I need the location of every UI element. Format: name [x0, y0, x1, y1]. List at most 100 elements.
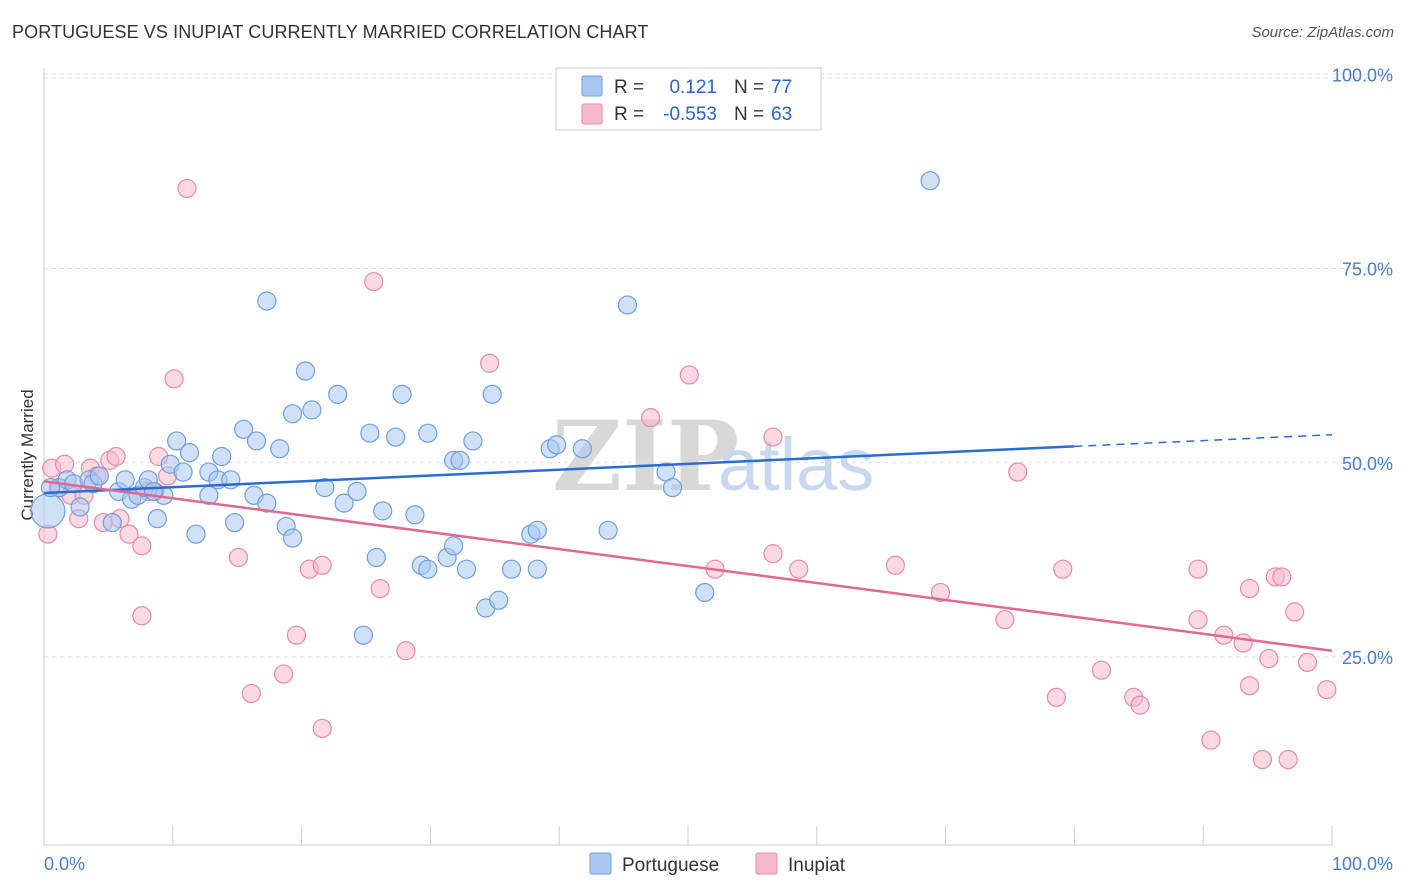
chart-title: PORTUGUESE VS INUPIAT CURRENTLY MARRIED …: [12, 22, 649, 42]
inupiat-point: [286, 625, 307, 645]
inupiat-point: [930, 582, 951, 603]
portuguese-point: [418, 423, 438, 443]
inupiat-point: [1285, 602, 1305, 622]
portuguese-point: [405, 505, 425, 525]
inupiat-point: [1091, 660, 1112, 680]
inupiat-point: [132, 606, 152, 626]
portuguese-point: [257, 291, 277, 311]
portuguese-point: [225, 512, 245, 533]
inupiat-point: [106, 446, 126, 467]
inupiat-point: [1053, 559, 1073, 579]
portuguese-point: [443, 536, 464, 556]
inupiat-point: [641, 408, 661, 428]
portuguese-point: [463, 431, 483, 451]
portuguese-point: [315, 477, 335, 498]
inupiat-point: [1239, 578, 1260, 599]
portuguese-point: [334, 493, 354, 513]
bottom-legend-inupiat: Inupiat: [788, 855, 846, 876]
portuguese-point: [347, 481, 367, 502]
inupiat-point: [177, 178, 197, 199]
inupiat-point: [132, 536, 152, 556]
bottom-legend-inupiat-swatch: [755, 852, 778, 875]
y-tick-label: 25.0%: [1342, 648, 1393, 668]
y-tick-labels: 25.0% 50.0% 75.0% 100.0%: [1332, 65, 1393, 668]
portuguese-point: [186, 524, 206, 544]
portuguese-point: [179, 443, 200, 463]
portuguese-point: [501, 559, 522, 579]
inupiat-point: [312, 555, 332, 575]
portuguese-point: [212, 446, 232, 467]
portuguese-point: [392, 384, 412, 404]
inupiat-point: [1188, 610, 1208, 630]
inupiat-point: [763, 427, 783, 447]
x-tick-label-min: 0.0%: [44, 854, 85, 874]
portuguese-point: [617, 295, 638, 315]
inupiat-point: [1272, 567, 1292, 587]
portuguese-point: [366, 547, 386, 568]
inupiat-point: [370, 578, 390, 599]
portuguese-point: [167, 431, 187, 451]
portuguese-point: [102, 512, 122, 533]
y-tick-label: 100.0%: [1332, 65, 1393, 85]
x-ticks: [43, 826, 1333, 845]
inupiat-point: [1259, 648, 1279, 669]
portuguese-point: [328, 384, 348, 404]
inupiat-point: [273, 664, 294, 684]
portuguese-point: [527, 520, 547, 540]
inupiat-point: [1297, 652, 1318, 673]
portuguese-point: [30, 493, 66, 529]
portuguese-point: [450, 450, 470, 470]
y-axis-title: Currently Married: [18, 389, 37, 520]
x-tick-label-max: 100.0%: [1332, 854, 1393, 874]
inupiat-point: [1008, 462, 1028, 482]
inupiat-point: [1233, 633, 1253, 653]
portuguese-point: [527, 559, 547, 579]
inupiat-point: [1201, 730, 1221, 750]
portuguese-point: [221, 470, 241, 490]
portuguese-point: [147, 509, 167, 529]
y-tick-label: 75.0%: [1342, 260, 1393, 280]
portuguese-point: [598, 520, 618, 540]
inupiat-point: [1278, 749, 1298, 770]
portuguese-point: [662, 477, 683, 498]
inupiat-point: [1046, 687, 1066, 707]
portuguese-point: [547, 435, 567, 455]
portuguese-point: [282, 404, 303, 424]
inupiat-point: [1239, 676, 1260, 696]
inupiat-point: [1252, 749, 1273, 770]
portuguese-point: [257, 493, 277, 513]
portuguese-point: [302, 400, 322, 420]
legend-r-value-portuguese: 0.121: [669, 77, 717, 98]
inupiat-point: [396, 641, 416, 661]
inupiat-point: [241, 683, 261, 704]
inupiat-point: [164, 369, 184, 389]
inupiat-point: [1130, 695, 1150, 715]
portuguese-point: [373, 501, 393, 521]
portuguese-point: [489, 590, 509, 610]
bottom-legend-portuguese: Portuguese: [622, 855, 719, 876]
legend-n-value-portuguese: 77: [771, 77, 792, 98]
portuguese-swatch: [581, 75, 603, 97]
y-tick-label: 50.0%: [1342, 454, 1393, 474]
inupiat-point: [995, 610, 1015, 630]
portuguese-point: [418, 559, 438, 579]
legend-r-value-inupiat: -0.553: [663, 104, 717, 125]
portuguese-point: [173, 462, 193, 482]
inupiat-point: [1188, 559, 1208, 579]
inupiat-point: [789, 559, 809, 579]
portuguese-point: [920, 171, 940, 191]
portuguese-point: [246, 431, 267, 451]
inupiat-point: [364, 272, 384, 292]
inupiat-point: [885, 555, 905, 575]
inupiat-point: [763, 544, 783, 564]
portuguese-point: [115, 470, 135, 490]
legend-r-label-inupiat: R =: [614, 104, 644, 125]
portuguese-point: [353, 625, 374, 645]
portuguese-trendline: [43, 445, 1075, 495]
portuguese-point: [89, 466, 109, 486]
portuguese-point: [295, 361, 316, 381]
inupiat-swatch: [581, 103, 603, 125]
trendlines: [43, 433, 1333, 652]
portuguese-point: [234, 419, 254, 439]
portuguese-point: [70, 497, 90, 517]
